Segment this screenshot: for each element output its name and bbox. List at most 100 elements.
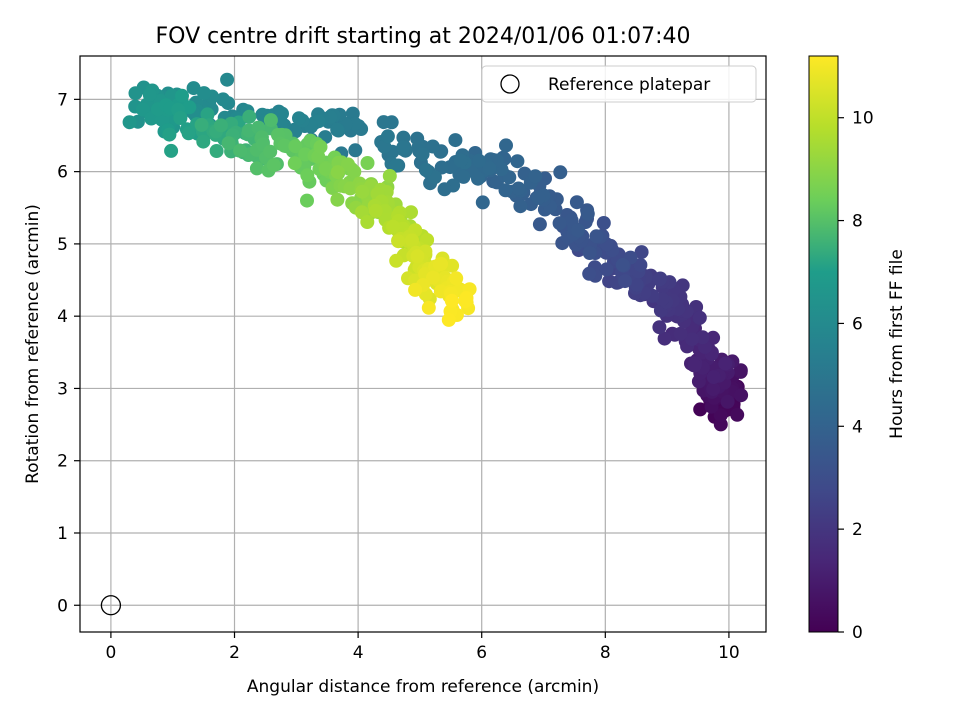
scatter-point [233, 143, 248, 158]
scatter-point [693, 402, 708, 417]
scatter-point [441, 312, 456, 327]
colorbar-tick-label: 8 [852, 212, 863, 232]
scatter-point [197, 86, 211, 101]
scatter-point [330, 192, 345, 207]
scatter-point [580, 206, 595, 221]
y-tick-label: 1 [57, 524, 68, 544]
scatter-point [355, 184, 370, 199]
scatter-point [657, 331, 672, 346]
scatter-point [181, 126, 196, 141]
scatter-point [164, 143, 179, 158]
scatter-point [687, 358, 702, 373]
scatter-point [571, 223, 585, 238]
scatter-point [196, 134, 211, 149]
scatter-point [263, 113, 278, 128]
scatter-point [341, 157, 355, 172]
scatter-point [706, 370, 721, 385]
scatter-point [532, 217, 547, 232]
scatter-point [415, 147, 430, 162]
scatter-point [434, 160, 449, 175]
plot-area-frame [79, 55, 767, 633]
scatter-point [552, 216, 567, 231]
scatter-point [499, 138, 513, 153]
scatter-point [330, 122, 345, 137]
scatter-point [396, 130, 411, 145]
scatter-point [448, 133, 463, 148]
legend-reference-marker [500, 74, 520, 94]
scatter-point [673, 326, 688, 341]
scatter-point [652, 320, 667, 335]
scatter-point [249, 161, 264, 176]
scatter-point [173, 111, 188, 125]
scatter-point [386, 219, 400, 234]
x-tick-label: 6 [476, 643, 487, 663]
scatter-point [706, 330, 721, 345]
scatter-point [382, 169, 397, 183]
scatter-point [214, 118, 228, 133]
scatter-point [498, 183, 513, 198]
scatter-point [706, 382, 721, 397]
scatter-point [135, 102, 150, 117]
scatter-point [444, 293, 459, 308]
scatter-point [456, 169, 471, 184]
scatter-points [100, 72, 749, 616]
scatter-point [531, 190, 546, 205]
scatter-point [734, 388, 749, 403]
scatter-point [275, 106, 289, 121]
y-tick-label: 7 [57, 90, 68, 110]
y-tick-label: 6 [57, 163, 68, 183]
y-axis-label: Rotation from reference (arcmin) [23, 204, 43, 484]
scatter-point [511, 181, 526, 196]
scatter-point [718, 356, 733, 371]
scatter-point [380, 129, 395, 144]
scatter-point [209, 144, 224, 158]
scatter-point [629, 277, 644, 292]
scatter-point [408, 282, 423, 297]
scatter-point [425, 139, 440, 154]
scatter-point [569, 195, 584, 210]
scatter-point [445, 258, 460, 273]
scatter-point [713, 408, 728, 423]
scatter-point [263, 144, 278, 159]
scatter-point [122, 115, 137, 130]
scatter-point [142, 87, 157, 102]
colorbar-tick-label: 6 [852, 314, 863, 334]
scatter-point [459, 291, 474, 305]
scatter-point [453, 153, 468, 168]
scatter-point [287, 156, 302, 171]
x-tick-label: 8 [600, 643, 611, 663]
scatter-point [389, 253, 404, 268]
scatter-point [695, 330, 710, 345]
scatter-point [730, 407, 745, 422]
scatter-point [692, 310, 707, 325]
scatter-point [553, 165, 568, 180]
scatter-point [388, 158, 403, 173]
scatter-point [288, 139, 303, 154]
reference-platepar-marker [100, 595, 122, 616]
colorbar-tick-label: 4 [852, 417, 863, 437]
colorbar [808, 55, 839, 633]
scatter-point [418, 162, 433, 177]
scatter-point [421, 300, 436, 315]
y-tick-label: 2 [57, 452, 68, 472]
scatter-point [482, 161, 497, 176]
scatter-point [376, 115, 391, 130]
scatter-point [266, 158, 281, 173]
scatter-point [582, 266, 597, 281]
scatter-point [596, 216, 611, 230]
scatter-point [615, 257, 630, 272]
x-tick-label: 10 [718, 643, 740, 663]
scatter-point [162, 127, 177, 142]
scatter-point [396, 140, 411, 155]
scatter-point [404, 205, 418, 220]
y-tick-label: 3 [57, 379, 68, 399]
scatter-point [510, 154, 525, 169]
scatter-point [128, 86, 143, 101]
scatter-point [410, 249, 425, 264]
scatter-point [391, 234, 406, 249]
scatter-point [200, 107, 215, 122]
scatter-point [720, 394, 735, 409]
chart-title: FOV centre drift starting at 2024/01/06 … [156, 24, 691, 49]
y-tick-label: 5 [57, 235, 68, 255]
scatter-point [194, 117, 209, 132]
